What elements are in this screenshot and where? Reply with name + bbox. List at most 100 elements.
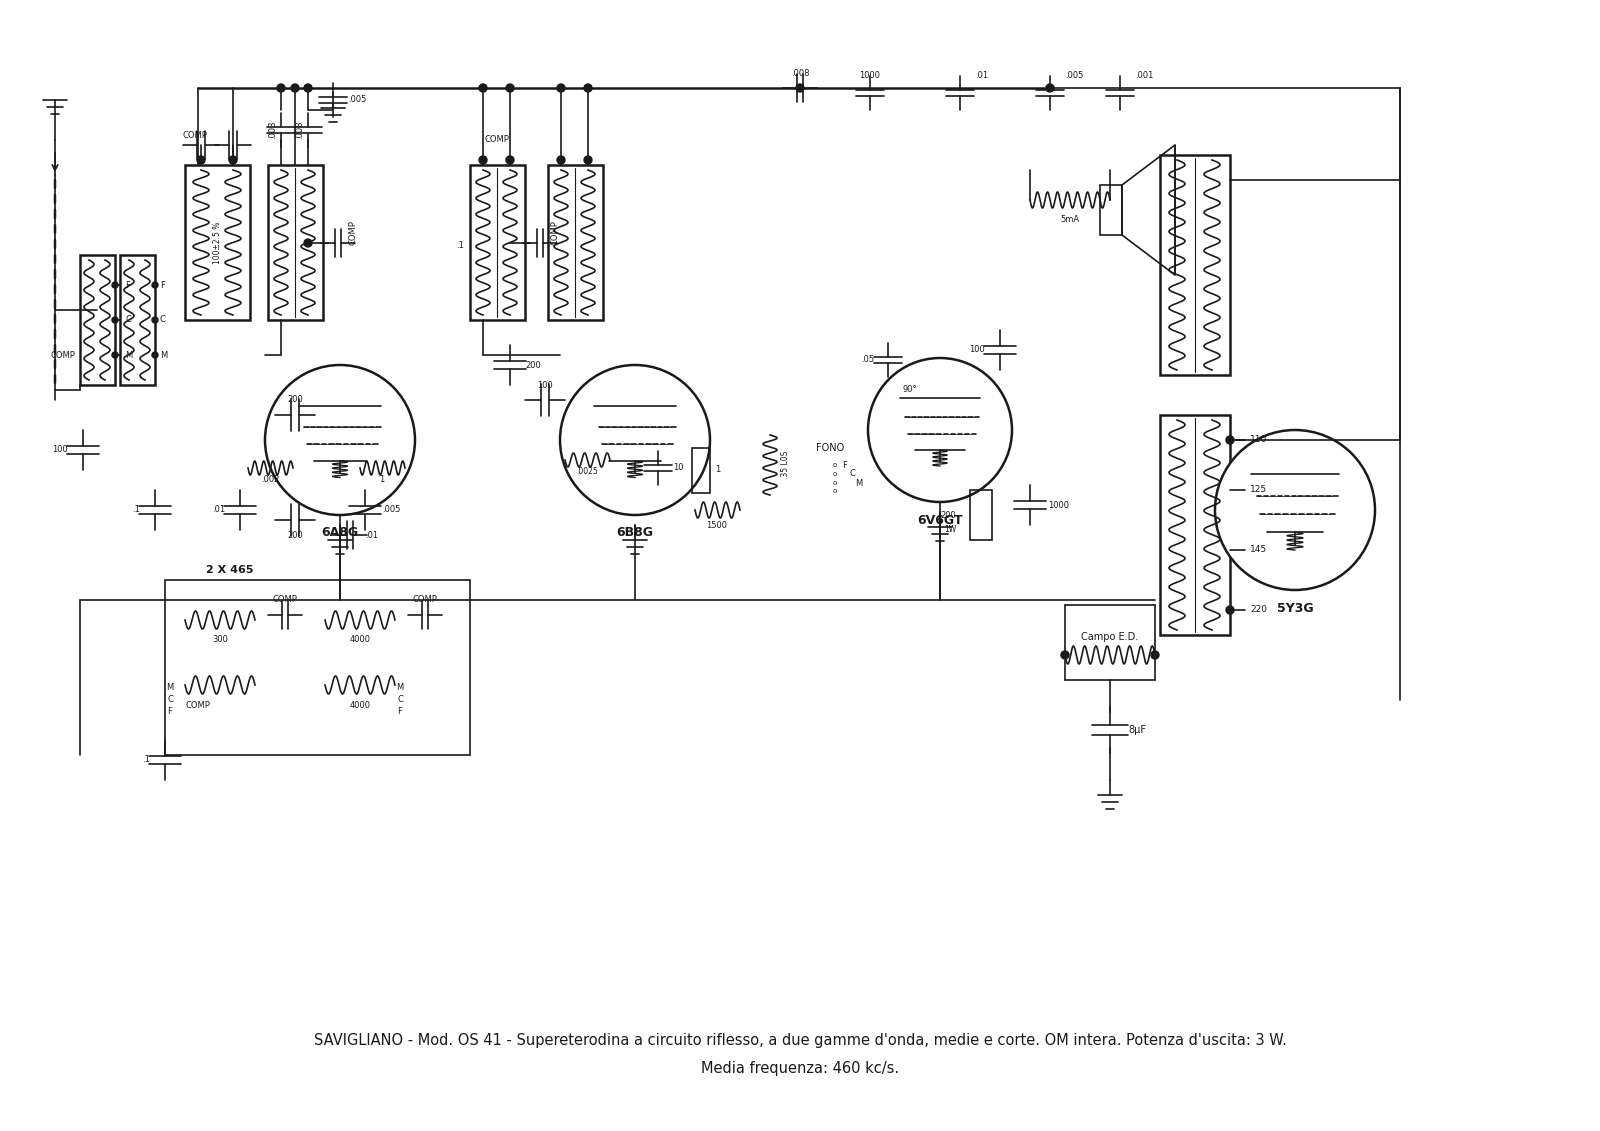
Text: .01: .01 <box>974 71 989 80</box>
Text: 110: 110 <box>1250 435 1267 444</box>
Bar <box>691 448 710 493</box>
Text: COMP: COMP <box>413 596 437 604</box>
Text: 300: 300 <box>213 636 227 645</box>
Circle shape <box>304 239 312 247</box>
Text: .05: .05 <box>861 355 874 364</box>
Text: C: C <box>397 696 403 705</box>
Bar <box>547 165 603 320</box>
Circle shape <box>478 84 486 92</box>
Bar <box>1160 155 1230 375</box>
Text: 5Y3G: 5Y3G <box>1277 602 1314 614</box>
Text: 4000: 4000 <box>349 636 371 645</box>
Bar <box>165 580 470 756</box>
Text: SAVIGLIANO - Mod. OS 41 - Supereterodina a circuito riflesso, a due gamme d'onda: SAVIGLIANO - Mod. OS 41 - Supereterodina… <box>314 1033 1286 1047</box>
Text: F: F <box>397 708 403 717</box>
Text: .1: .1 <box>133 506 141 515</box>
Text: 100: 100 <box>538 381 554 390</box>
Circle shape <box>867 359 1013 502</box>
Text: COMP: COMP <box>272 596 298 604</box>
Text: .005: .005 <box>382 506 400 515</box>
Text: C: C <box>166 696 173 705</box>
Bar <box>1160 415 1230 634</box>
Text: 220: 220 <box>1250 605 1267 614</box>
Text: M: M <box>856 478 862 487</box>
Text: 200: 200 <box>941 510 957 519</box>
Circle shape <box>506 84 514 92</box>
Text: .008: .008 <box>790 69 810 78</box>
Circle shape <box>478 156 486 164</box>
Text: 90°: 90° <box>902 386 917 395</box>
Circle shape <box>229 156 237 164</box>
Text: F: F <box>168 708 173 717</box>
Bar <box>120 254 155 385</box>
Circle shape <box>1214 430 1374 590</box>
Text: 1W: 1W <box>944 526 957 535</box>
Text: COMP: COMP <box>550 221 560 245</box>
Text: 2 X 465: 2 X 465 <box>206 566 254 575</box>
Circle shape <box>1150 651 1158 659</box>
Text: 1000: 1000 <box>859 71 880 80</box>
Text: 100±2.5 %: 100±2.5 % <box>213 222 221 265</box>
Text: 10: 10 <box>674 464 683 473</box>
Text: 145: 145 <box>1250 545 1267 554</box>
Circle shape <box>112 352 118 359</box>
Text: 125: 125 <box>1250 485 1267 494</box>
Circle shape <box>291 84 299 92</box>
Circle shape <box>1046 84 1054 92</box>
Text: 1500: 1500 <box>707 520 728 529</box>
Text: M: M <box>125 351 133 360</box>
Text: 100: 100 <box>970 345 986 354</box>
Text: .1: .1 <box>456 241 464 250</box>
Text: .35 L0S: .35 L0S <box>781 451 789 480</box>
Circle shape <box>152 282 158 288</box>
Circle shape <box>277 84 285 92</box>
Text: 100: 100 <box>53 446 67 455</box>
Text: 200: 200 <box>525 361 541 370</box>
Circle shape <box>584 156 592 164</box>
Text: .002: .002 <box>261 475 278 484</box>
Text: .003: .003 <box>269 121 277 139</box>
Text: .005: .005 <box>1066 71 1083 80</box>
Circle shape <box>506 156 514 164</box>
Circle shape <box>560 365 710 515</box>
Text: .0025: .0025 <box>576 467 598 476</box>
Circle shape <box>197 156 205 164</box>
Circle shape <box>1226 546 1234 554</box>
Circle shape <box>1226 435 1234 444</box>
Text: 5mA: 5mA <box>1061 216 1080 224</box>
Text: 6B8G: 6B8G <box>616 527 653 539</box>
Text: C: C <box>160 316 166 325</box>
Text: M: M <box>166 683 174 692</box>
Text: F: F <box>160 280 165 290</box>
Circle shape <box>1226 606 1234 614</box>
Circle shape <box>1226 486 1234 494</box>
Text: .005: .005 <box>349 95 366 104</box>
Text: COMP: COMP <box>50 351 75 360</box>
Text: M: M <box>397 683 403 692</box>
Circle shape <box>557 84 565 92</box>
Bar <box>269 165 323 320</box>
Text: .001: .001 <box>1134 71 1154 80</box>
Text: 1: 1 <box>379 475 384 484</box>
Text: 200: 200 <box>286 396 302 405</box>
Text: o: o <box>834 470 837 477</box>
Text: .01: .01 <box>365 530 378 539</box>
Text: 200: 200 <box>286 532 302 541</box>
Text: C: C <box>850 469 854 478</box>
Text: F: F <box>843 460 848 469</box>
Text: o: o <box>834 480 837 486</box>
Text: Media frequenza: 460 kc/s.: Media frequenza: 460 kc/s. <box>701 1061 899 1076</box>
Text: 6A8G: 6A8G <box>322 527 358 539</box>
Text: M: M <box>160 351 168 360</box>
Text: 1: 1 <box>715 466 720 475</box>
Text: COMP: COMP <box>182 130 208 139</box>
Circle shape <box>797 84 805 92</box>
Text: FONO: FONO <box>816 443 845 454</box>
Text: COMP: COMP <box>349 221 357 245</box>
Circle shape <box>557 156 565 164</box>
Circle shape <box>584 84 592 92</box>
Text: .008: .008 <box>296 121 304 139</box>
Text: 4000: 4000 <box>349 700 371 709</box>
Text: 1000: 1000 <box>1048 501 1069 509</box>
Circle shape <box>112 282 118 288</box>
